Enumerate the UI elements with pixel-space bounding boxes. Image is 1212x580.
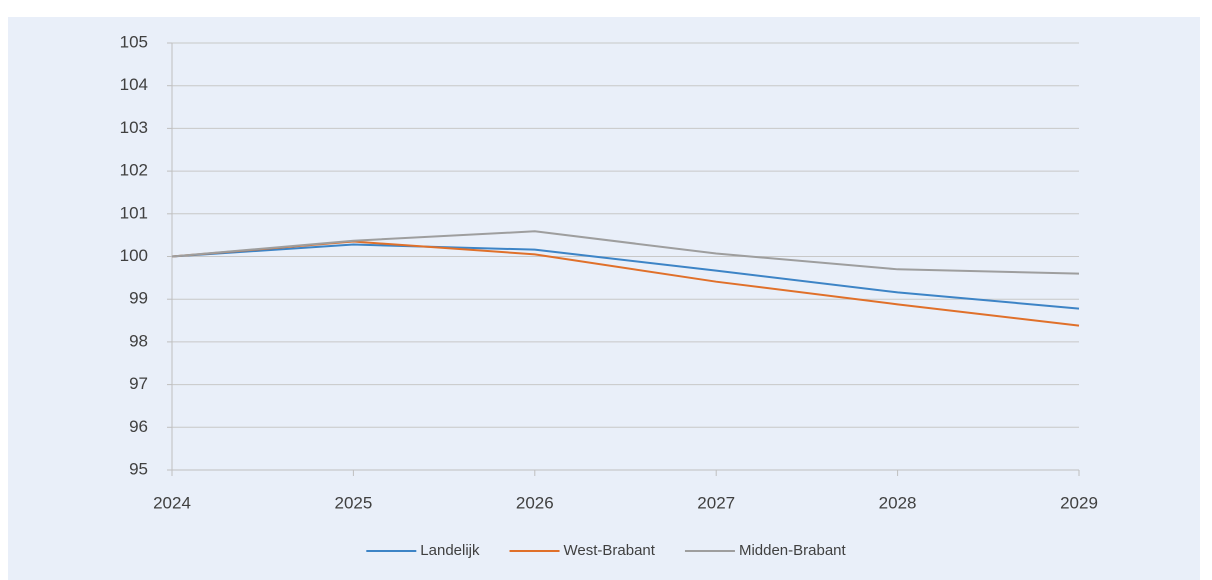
y-tick-label: 105 bbox=[120, 32, 148, 51]
y-tick-label: 99 bbox=[129, 289, 148, 308]
x-tick-label: 2028 bbox=[879, 493, 917, 512]
y-tick-label: 102 bbox=[120, 161, 148, 180]
y-tick-label: 101 bbox=[120, 203, 148, 222]
x-tick-label: 2027 bbox=[697, 493, 735, 512]
legend: Landelijk West-Brabant Midden-Brabant bbox=[366, 542, 847, 559]
y-tick-label: 97 bbox=[129, 374, 148, 393]
y-tick-label: 104 bbox=[120, 75, 148, 94]
x-tick-label: 2026 bbox=[516, 493, 554, 512]
legend-label: Landelijk bbox=[420, 542, 480, 559]
x-tick-label: 2029 bbox=[1060, 493, 1098, 512]
y-tick-label: 103 bbox=[120, 118, 148, 137]
chart-background bbox=[8, 17, 1200, 580]
y-tick-label: 98 bbox=[129, 331, 148, 350]
y-tick-label: 96 bbox=[129, 417, 148, 436]
legend-label: Midden-Brabant bbox=[739, 542, 847, 559]
y-tick-label: 100 bbox=[120, 246, 148, 265]
series-line bbox=[171, 243, 1080, 310]
x-tick-label: 2025 bbox=[334, 493, 372, 512]
legend-label: West-Brabant bbox=[564, 542, 656, 559]
y-tick-label: 95 bbox=[129, 459, 148, 478]
series-line bbox=[171, 230, 1080, 275]
x-tick-label: 2024 bbox=[153, 493, 191, 512]
